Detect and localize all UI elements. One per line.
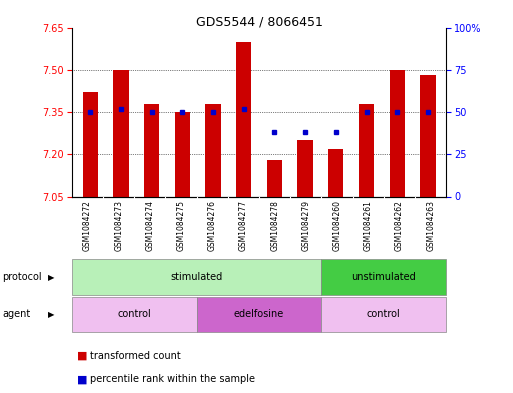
Text: GSM1084275: GSM1084275 [176,200,186,252]
Bar [174,112,190,196]
Text: agent: agent [3,309,31,320]
Text: edelfosine: edelfosine [234,309,284,320]
Text: percentile rank within the sample: percentile rank within the sample [90,374,255,384]
Text: GSM1084262: GSM1084262 [395,200,404,252]
Text: transformed count: transformed count [90,351,181,361]
Bar [83,92,98,196]
Text: ■: ■ [77,374,87,384]
Text: ▶: ▶ [48,273,54,281]
Text: GSM1084260: GSM1084260 [332,200,342,252]
Text: unstimulated: unstimulated [351,272,416,282]
Text: ▶: ▶ [48,310,54,319]
Bar [144,104,160,196]
Text: GSM1084263: GSM1084263 [426,200,435,252]
Text: control: control [367,309,401,320]
Text: stimulated: stimulated [170,272,223,282]
Text: GDS5544 / 8066451: GDS5544 / 8066451 [195,16,323,29]
Bar [267,160,282,196]
Text: GSM1084273: GSM1084273 [114,200,123,252]
Bar [298,140,313,196]
Text: GSM1084276: GSM1084276 [208,200,217,252]
Bar [359,104,374,196]
Text: GSM1084261: GSM1084261 [364,200,373,252]
Text: ■: ■ [77,351,87,361]
Text: control: control [117,309,151,320]
Text: GSM1084279: GSM1084279 [301,200,310,252]
Bar [113,70,129,196]
Bar [420,75,436,196]
Bar [328,149,344,196]
Bar [389,70,405,196]
Text: protocol: protocol [3,272,42,282]
Text: GSM1084277: GSM1084277 [239,200,248,252]
Bar [205,104,221,196]
Text: GSM1084272: GSM1084272 [83,200,92,252]
Text: GSM1084274: GSM1084274 [145,200,154,252]
Text: GSM1084278: GSM1084278 [270,200,279,252]
Bar [236,42,251,196]
